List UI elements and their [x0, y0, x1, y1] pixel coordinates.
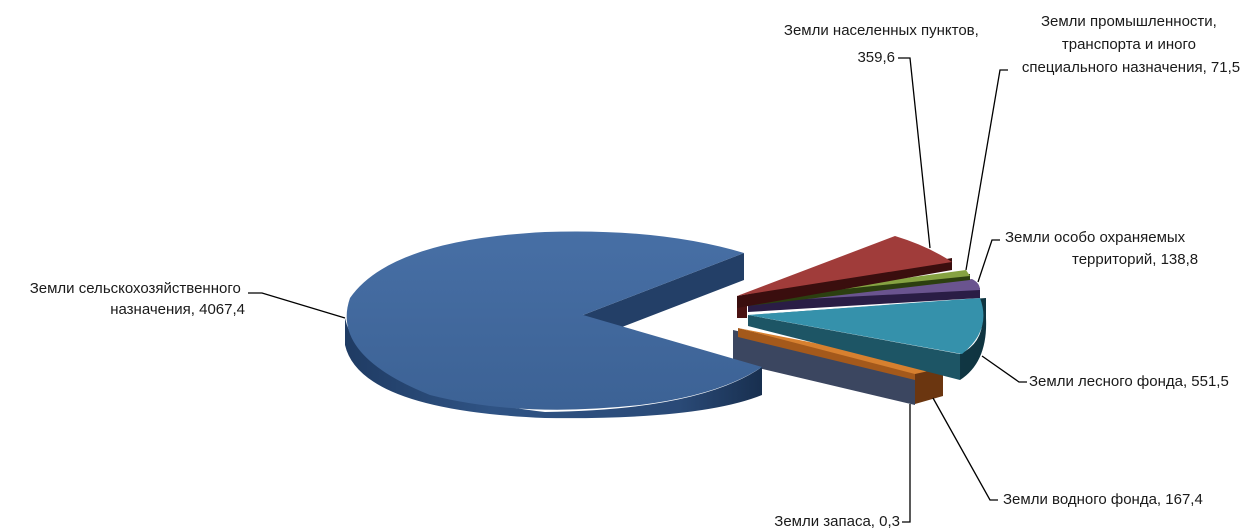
leader-lines — [248, 57, 1027, 523]
data-labels: Земли сельскохозяйственного назначения, … — [30, 13, 1240, 530]
label-industry: Земли промышленности, транспорта и иного… — [1022, 13, 1240, 76]
slice-water-fund-lands — [738, 328, 943, 404]
label-water: Земли водного фонда, 167,4 — [1003, 491, 1203, 508]
leader-line-agricultural — [248, 292, 346, 319]
label-settlements: Земли населенных пунктов, 359,6 — [784, 22, 983, 66]
leader-line-industry — [965, 69, 1008, 271]
pie-slices — [345, 231, 987, 419]
leader-line-water — [932, 397, 998, 501]
label-protected: Земли особо охраняемых территорий, 138,8 — [1005, 229, 1198, 268]
label-agricultural: Земли сельскохозяйственного назначения, … — [30, 280, 245, 318]
slice-agricultural-lands — [345, 231, 762, 419]
label-forest: Земли лесного фонда, 551,5 — [1029, 373, 1229, 390]
label-reserve: Земли запаса, 0,3 — [774, 513, 900, 530]
leader-line-reserve — [902, 404, 911, 523]
leader-line-settlements — [898, 57, 931, 249]
slice-reserve-lands — [733, 330, 915, 405]
slice-forest-fund-lands — [748, 298, 987, 380]
leader-line-forest — [981, 355, 1027, 383]
slice-settlements-lands — [737, 236, 952, 318]
leader-line-protected — [977, 239, 1000, 283]
